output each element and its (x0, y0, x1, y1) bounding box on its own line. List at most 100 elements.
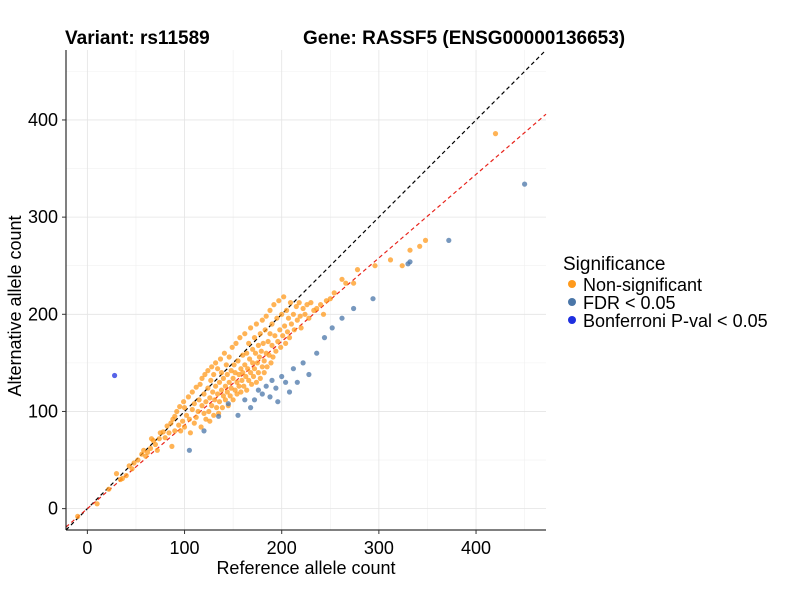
data-point (249, 381, 255, 387)
data-point (280, 333, 286, 339)
y-tick-label: 200 (28, 304, 58, 324)
data-point (370, 296, 376, 302)
data-point (283, 340, 289, 346)
data-point (258, 348, 264, 354)
data-point (215, 391, 221, 397)
data-point (253, 321, 259, 327)
data-point (174, 408, 180, 415)
data-point (211, 412, 217, 418)
data-point (255, 387, 261, 393)
data-point (248, 370, 254, 376)
data-point (407, 247, 413, 253)
data-point (225, 401, 231, 407)
data-point (94, 501, 100, 507)
data-point (222, 397, 228, 403)
y-axis-title: Alternative allele count (5, 215, 25, 396)
data-point (172, 428, 178, 434)
data-point (203, 416, 209, 422)
data-point (195, 408, 201, 415)
data-point (254, 360, 260, 366)
data-point (294, 317, 300, 323)
data-point (201, 428, 207, 434)
data-point (275, 338, 281, 345)
data-point (285, 315, 292, 321)
data-point (248, 405, 254, 411)
data-point (255, 342, 261, 348)
data-point (201, 391, 207, 397)
data-point (129, 466, 135, 472)
data-point (187, 430, 193, 436)
data-point (314, 350, 320, 356)
data-point (250, 373, 257, 380)
data-point (145, 449, 151, 455)
data-point (253, 379, 259, 385)
data-point (278, 344, 284, 350)
data-point (220, 375, 226, 381)
data-point (160, 429, 166, 435)
data-point (75, 513, 81, 520)
data-point (257, 331, 263, 337)
data-point (193, 414, 199, 420)
data-point (199, 403, 205, 409)
data-point (492, 131, 499, 137)
chart-title-gene: Gene: RASSF5 (ENSG00000136653) (303, 28, 625, 49)
data-point (244, 350, 250, 356)
data-point (250, 360, 256, 366)
data-point (242, 397, 248, 403)
data-point (191, 401, 197, 407)
x-tick-label: 200 (267, 538, 297, 558)
x-tick-label: 400 (461, 538, 491, 558)
data-point (279, 311, 285, 317)
data-point (224, 371, 230, 378)
data-point (323, 298, 329, 304)
data-point (351, 305, 357, 312)
data-point (274, 315, 280, 321)
data-point (207, 418, 213, 424)
data-point (257, 375, 263, 381)
data-point (294, 379, 300, 385)
data-point (387, 257, 394, 263)
data-point (327, 296, 333, 302)
data-point (269, 342, 275, 348)
data-point (210, 389, 216, 395)
data-point (242, 362, 248, 368)
data-point (290, 366, 296, 372)
data-point (208, 377, 214, 383)
data-point (112, 372, 118, 379)
legend-marker (568, 316, 576, 324)
data-point (243, 373, 249, 380)
data-point (271, 302, 277, 308)
data-point (522, 181, 528, 187)
data-point (300, 360, 306, 366)
axes: 0 100 200 300 400 0 100 200 300 400 (28, 50, 546, 558)
data-point (399, 263, 405, 269)
data-point (216, 399, 223, 405)
data-point (139, 451, 145, 457)
data-point (252, 350, 259, 356)
data-point (236, 383, 242, 389)
legend-marker (568, 298, 576, 306)
data-point (186, 416, 192, 422)
data-point (265, 338, 271, 345)
y-tick-label: 400 (28, 110, 58, 130)
data-point (261, 358, 267, 364)
data-points (75, 131, 528, 520)
data-point (196, 397, 202, 403)
data-point (232, 387, 238, 393)
data-point (282, 323, 288, 329)
data-point (177, 404, 183, 410)
data-point (407, 259, 413, 265)
data-point (297, 313, 303, 319)
data-point (222, 383, 228, 389)
data-point (266, 352, 272, 358)
data-point (185, 394, 191, 400)
data-point (267, 307, 273, 313)
data-point (123, 473, 129, 479)
data-point (205, 368, 211, 374)
data-point (230, 397, 236, 403)
data-point (172, 413, 178, 419)
data-point (113, 471, 120, 477)
data-point (270, 354, 276, 360)
data-point (228, 385, 234, 391)
